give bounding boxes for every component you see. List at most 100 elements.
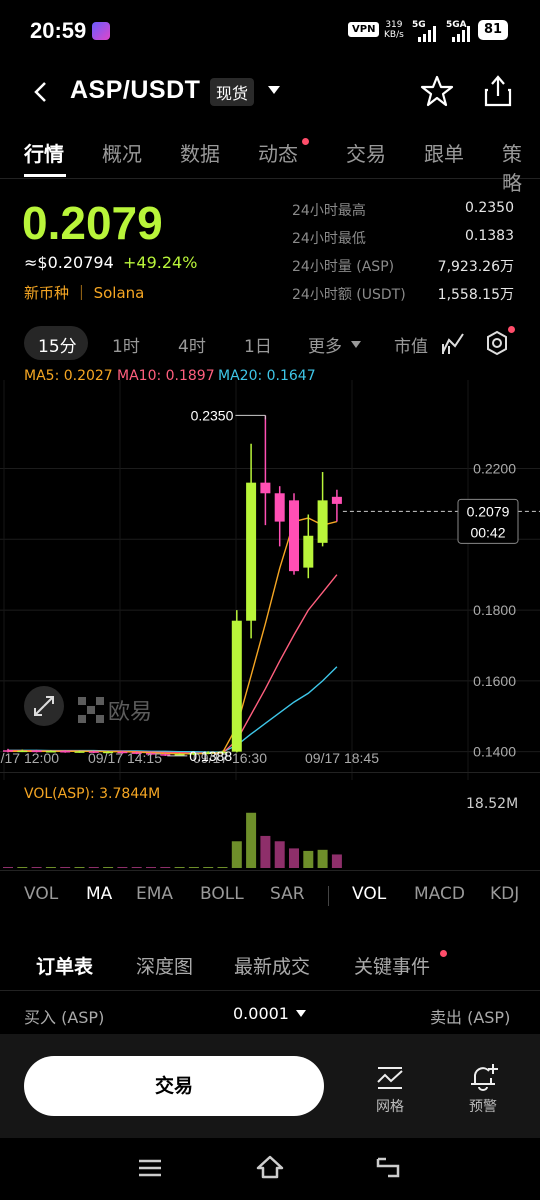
sell-column-header: 卖出 (ASP) [430,1008,511,1027]
tab-trade[interactable]: 交易 [346,142,386,166]
precision-dropdown-icon[interactable] [296,1010,306,1018]
indicator-ma[interactable]: MA [86,884,113,904]
interval-more[interactable]: 更多 [308,337,342,357]
interval-1d[interactable]: 1日 [244,337,272,357]
candle-body [317,500,328,543]
network-speed-value: 319 [385,20,403,30]
volume-bar [74,867,85,868]
more-dropdown-icon[interactable] [350,340,362,349]
y-axis: 0.2200 0.1800 0.1600 0.1400 [473,460,516,759]
pair-dropdown-icon[interactable] [266,84,282,96]
candle-body [231,620,242,752]
indicator-sar[interactable]: SAR [270,884,305,904]
tab-depth[interactable]: 深度图 [136,956,194,978]
sub-indicator-kdj[interactable]: KDJ [490,884,520,904]
alert-label: 预警 [469,1099,497,1115]
expand-icon [34,696,54,716]
tab-orderbook[interactable]: 订单表 [36,956,94,978]
system-nav-bar [0,1138,540,1200]
y-tick-label: 0.1600 [473,673,516,689]
last-price: 0.2079 [22,197,163,249]
tab-market[interactable]: 行情 [24,142,64,166]
okx-logo-icon [78,697,104,723]
precision-select[interactable]: 0.0001 [233,1004,289,1023]
market-cap-toggle[interactable]: 市值 [394,337,428,357]
fullscreen-button[interactable] [24,686,64,726]
tab-strategy[interactable]: 策略 [502,142,522,195]
indicator-vol[interactable]: VOL [24,884,59,904]
candles [3,415,342,756]
chart-grid [0,380,540,780]
home-icon[interactable] [256,1154,284,1180]
stat-value-volume: 7,923.26万 [437,259,514,275]
stat-label-high: 24小时最高 [292,203,366,219]
volume-bar [203,867,214,868]
interval-1h[interactable]: 1时 [112,337,140,357]
watermark: 欧易 [78,694,152,726]
active-tab-indicator [24,174,66,177]
volume-bar [246,812,257,868]
tab-copytrade[interactable]: 跟单 [424,142,464,166]
volume-bar [17,867,28,868]
chart-settings-icon[interactable] [484,330,510,356]
candle-body [31,750,42,753]
main-tabs: 行情 概况 数据 动态 交易 跟单 策略 [0,132,540,195]
network-type-2: 5GA [446,20,467,30]
bell-plus-icon [471,1064,498,1091]
tab-key-events[interactable]: 关键事件 [354,956,431,978]
sub-indicator-vol[interactable]: VOL [352,884,387,904]
high-price-label: 0.2350 [191,407,234,423]
candle-body [289,500,299,572]
menu-icon[interactable] [138,1158,162,1178]
vpn-icon: VPN [348,22,380,37]
back-icon[interactable] [376,1156,402,1178]
tab-data[interactable]: 数据 [180,142,220,166]
candle-body [246,482,257,621]
indicator-separator [328,886,329,906]
battery-indicator: 81 [478,20,508,40]
indicator-ema[interactable]: EMA [136,884,174,904]
volume-bar [31,867,42,868]
x-tick-label: 09/17 12:00 [0,750,59,766]
interval-15m[interactable]: 15分 [38,337,77,357]
volume-bar [231,841,242,868]
sub-indicator-macd[interactable]: MACD [414,884,465,904]
tab-recent-trades[interactable]: 最新成交 [234,956,311,978]
indicator-draw-icon[interactable] [440,330,466,356]
volume-legend: VOL(ASP): 3.7844M [24,786,161,802]
candle-body [303,535,314,568]
favorite-star-icon[interactable] [420,74,454,108]
indicator-boll[interactable]: BOLL [200,884,244,904]
y-tick-label: 0.2200 [473,460,516,476]
alert-button[interactable]: 预警 [453,1062,513,1116]
interval-4h[interactable]: 4时 [178,337,206,357]
grid-button[interactable]: 网格 [360,1062,420,1116]
share-icon[interactable] [482,74,514,108]
volume-bar [103,867,114,868]
volume-bar [160,867,171,868]
candle-body [260,482,271,494]
divider [0,990,540,991]
pair-name[interactable]: ASP/USDT [70,76,201,104]
candle-body [117,751,128,754]
y-tick-label: 0.1400 [473,744,516,760]
volume-bar [274,841,285,868]
trade-button[interactable]: 交易 [24,1056,324,1116]
events-notification-dot [440,950,447,957]
candle-body [274,493,285,522]
chart-annotations: 0.2350 0.1388 0.2079 00:42 [167,407,540,764]
candle-body [60,750,71,753]
back-arrow-icon[interactable] [30,80,52,104]
tab-overview[interactable]: 概况 [102,142,142,166]
volume-bar [317,849,328,868]
volume-bar [188,867,199,868]
tab-news[interactable]: 动态 [258,142,298,166]
candle-body [17,750,28,753]
grid-label: 网格 [376,1099,404,1115]
stat-value-turnover: 1,558.15万 [437,287,514,303]
grid-trading-icon [377,1067,403,1089]
current-price-box [457,498,519,544]
signal-icon-2 [452,26,470,42]
chain-tag[interactable]: Solana [93,284,145,302]
